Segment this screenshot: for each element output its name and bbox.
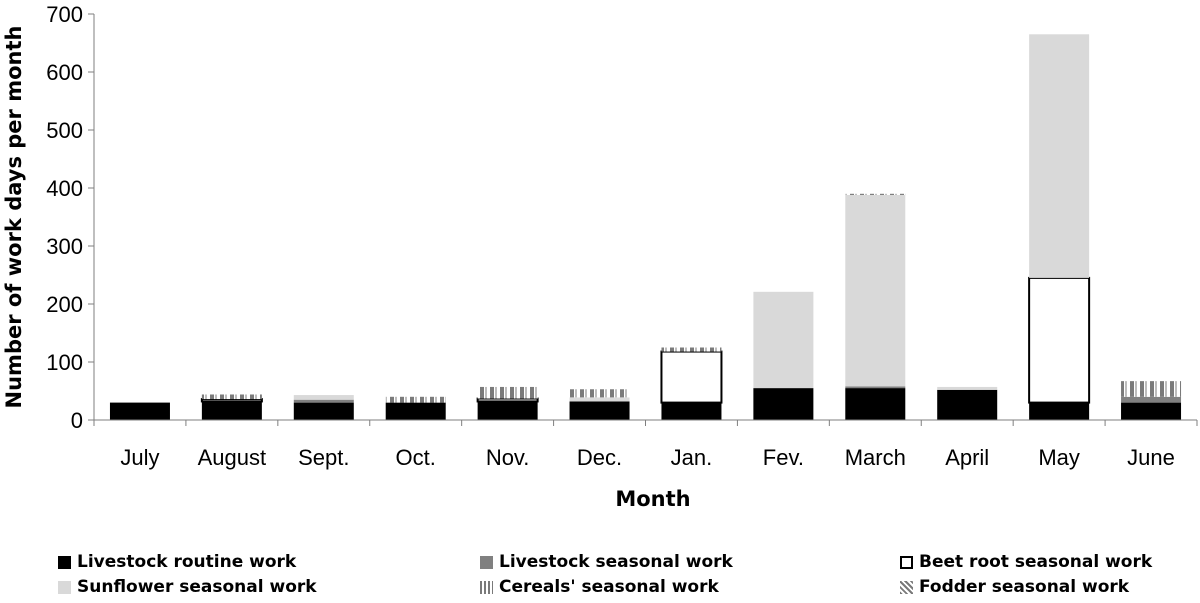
legend-swatch — [480, 555, 493, 569]
y-tick-label: 0 — [71, 408, 83, 433]
bar-segment-livestock-routine-work — [661, 402, 722, 420]
bar-stack-april — [937, 386, 998, 420]
bar-segment-livestock-seasonal-work — [293, 399, 354, 403]
y-tick-label: 600 — [46, 60, 83, 85]
bar-segment-beet-root-seasonal-work — [200, 398, 263, 403]
bar-segment-cereals-seasonal-work — [477, 386, 538, 399]
bar-stack-fev — [753, 291, 814, 420]
stacked-bar-chart: 0 100 200 300 400 500 600 700 July August Sept. Oc… — [2, 2, 1198, 511]
y-tick-label: 100 — [46, 350, 83, 375]
bar-segment-cereals-seasonal-work — [845, 193, 906, 195]
x-axis-title: Month — [615, 487, 690, 511]
bar-segment-cereals-seasonal-work — [569, 389, 630, 398]
bar-segment-livestock-routine-work — [937, 389, 998, 420]
x-tick-label: August — [198, 445, 267, 470]
x-tick-label: July — [120, 445, 159, 470]
bar-segment-livestock-routine-work — [753, 388, 814, 420]
legend-label: Cereals' seasonal work — [499, 577, 719, 597]
bar-segment-livestock-routine-work — [385, 402, 446, 420]
legend-swatch — [900, 555, 913, 569]
bar-segment-beet-root-seasonal-work — [660, 350, 723, 404]
bar-segment-livestock-routine-work — [1029, 402, 1090, 420]
bar-segment-livestock-routine-work — [569, 401, 630, 420]
bar-segment-livestock-routine-work — [109, 402, 170, 420]
legend-label: Beet root seasonal work — [919, 552, 1153, 572]
legend-label: Fodder seasonal work — [919, 577, 1130, 597]
legend-item-beet-root-seasonal-work: Beet root seasonal work — [900, 551, 1152, 573]
legend-item-cereals-seasonal-work: Cereals' seasonal work — [480, 576, 719, 598]
y-tick-label: 200 — [46, 292, 83, 317]
bar-stack-may — [1028, 34, 1091, 420]
y-tick-label: 700 — [46, 2, 83, 27]
bar-segment-livestock-routine-work — [1121, 402, 1182, 420]
x-tick-label: Fev. — [763, 445, 804, 470]
bar-segment-livestock-seasonal-work — [845, 386, 906, 389]
bar-segment-cereals-seasonal-work — [201, 394, 262, 400]
bar-stack-march — [845, 193, 906, 420]
x-axis: July August Sept. Oct. Nov. Dec. Jan. Fev. March… — [93, 419, 1198, 470]
bar-stack-july — [109, 402, 170, 420]
bar-segment-cereals-seasonal-work — [1121, 381, 1182, 397]
bar-stack-sept — [293, 395, 354, 420]
bar-stack-jan — [660, 347, 723, 420]
y-tick-label: 400 — [46, 176, 83, 201]
x-tick-label: Nov. — [486, 445, 530, 470]
x-tick-label: May — [1038, 445, 1080, 470]
bars — [109, 34, 1182, 420]
bar-segment-sunflower-seasonal-work — [293, 395, 354, 400]
bar-stack-august — [200, 394, 263, 420]
bar-segment-sunflower-seasonal-work — [569, 397, 630, 402]
bar-stack-oct — [385, 396, 446, 420]
x-tick-label: March — [845, 445, 906, 470]
bar-segment-sunflower-seasonal-work — [1029, 34, 1090, 278]
x-tick-label: Dec. — [577, 445, 622, 470]
legend-item-fodder-seasonal-work: Fodder seasonal work — [900, 576, 1129, 598]
x-tick-label: Sept. — [298, 445, 349, 470]
bar-segment-beet-root-seasonal-work — [1028, 276, 1091, 404]
y-axis: 0 100 200 300 400 500 600 700 — [46, 2, 95, 433]
legend-swatch — [480, 580, 493, 594]
legend-swatch — [58, 555, 71, 569]
bar-segment-livestock-routine-work — [201, 401, 262, 420]
legend-swatch — [58, 580, 71, 594]
legend-swatch — [900, 580, 913, 594]
bar-stack-dec — [569, 389, 630, 420]
y-tick-label: 500 — [46, 118, 83, 143]
x-tick-label: June — [1127, 445, 1175, 470]
legend-item-sunflower-seasonal-work: Sunflower seasonal work — [58, 576, 317, 598]
legend-item-livestock-seasonal-work: Livestock seasonal work — [480, 551, 733, 573]
bar-segment-beet-root-seasonal-work — [476, 397, 539, 403]
bar-segment-sunflower-seasonal-work — [753, 291, 814, 389]
legend: Livestock routine work Livestock seasonal… — [0, 548, 1200, 603]
x-tick-label: April — [945, 445, 989, 470]
bar-stack-nov — [476, 386, 539, 420]
bar-segment-sunflower-seasonal-work — [845, 194, 906, 387]
x-tick-label: Oct. — [396, 445, 436, 470]
legend-label: Sunflower seasonal work — [77, 577, 317, 597]
bar-segment-livestock-routine-work — [477, 401, 538, 420]
legend-label: Livestock routine work — [77, 552, 297, 572]
bar-segment-cereals-seasonal-work — [661, 347, 722, 352]
legend-label: Livestock seasonal work — [499, 552, 733, 572]
bar-segment-livestock-routine-work — [845, 388, 906, 420]
y-tick-label: 300 — [46, 234, 83, 259]
bar-segment-sunflower-seasonal-work — [937, 386, 998, 390]
legend-item-livestock-routine-work: Livestock routine work — [58, 551, 296, 573]
x-tick-label: Jan. — [671, 445, 713, 470]
bar-segment-livestock-routine-work — [293, 402, 354, 420]
bar-stack-june — [1121, 381, 1182, 420]
bar-segment-cereals-seasonal-work — [385, 396, 446, 403]
bar-segment-livestock-seasonal-work — [1121, 396, 1182, 403]
y-axis-title: Number of work days per month — [2, 26, 26, 409]
